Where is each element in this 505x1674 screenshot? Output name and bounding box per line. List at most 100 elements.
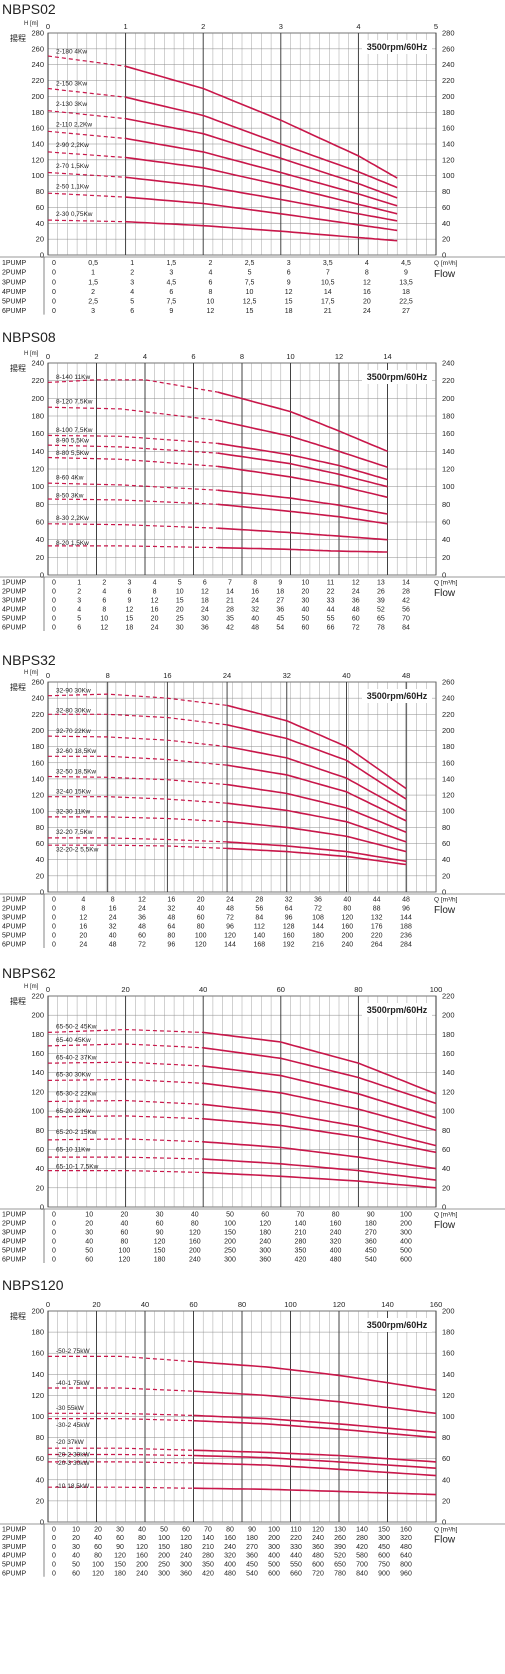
pump-cell: 540 bbox=[246, 1570, 258, 1577]
curve-solid-3 bbox=[217, 452, 388, 488]
pump-cell: 60 bbox=[94, 1544, 102, 1551]
pump-cell: 4 bbox=[77, 607, 81, 614]
pump-cell: 400 bbox=[268, 1553, 280, 1560]
pump-cell: 550 bbox=[290, 1562, 302, 1569]
pump-cell: 350 bbox=[202, 1562, 214, 1569]
pump-cell: 144 bbox=[224, 942, 236, 949]
y-tick-label-right: 140 bbox=[442, 140, 455, 149]
pump-row-label: 2PUMP bbox=[2, 906, 26, 913]
pump-cell: 132 bbox=[371, 915, 383, 922]
y-tick-label-left: 240 bbox=[31, 60, 44, 69]
speed-label: 3500rpm/60Hz bbox=[362, 40, 432, 54]
speed-label-text: 3500rpm/60Hz bbox=[367, 1320, 428, 1330]
y-tick-label-right: 240 bbox=[442, 694, 455, 703]
curve-solid-7 bbox=[125, 220, 398, 242]
curve-solid-8 bbox=[203, 1171, 437, 1189]
pump-cell: 250 bbox=[158, 1562, 170, 1569]
pump-row-label: 3PUMP bbox=[2, 915, 26, 922]
pump-cell: 80 bbox=[167, 933, 175, 940]
series-label: 8-20 1,5Kw bbox=[56, 540, 89, 547]
pump-cell: 24 bbox=[151, 625, 159, 632]
series-label: -20-3 30kW bbox=[56, 1460, 90, 1467]
pump-cell: 236 bbox=[400, 933, 412, 940]
pump-cell: 200 bbox=[189, 1248, 201, 1255]
y-tick-label-right: 200 bbox=[442, 1307, 455, 1316]
pump-cell: 6 bbox=[287, 270, 291, 277]
curve-dashed-4 bbox=[47, 1099, 204, 1105]
curve-solid-1 bbox=[226, 724, 407, 800]
pump-cell: 80 bbox=[94, 1553, 102, 1560]
y-tick-label-left: 0 bbox=[40, 888, 44, 897]
pump-cell: 100 bbox=[195, 933, 207, 940]
speed-label-text: 3500rpm/60Hz bbox=[367, 372, 428, 382]
pump-cell: 1 bbox=[91, 270, 95, 277]
pump-cell: 7 bbox=[326, 270, 330, 277]
pump-cell: 50 bbox=[72, 1562, 80, 1569]
pump-cell: 260 bbox=[334, 1535, 346, 1542]
x-top-tick-label: 48 bbox=[402, 671, 410, 680]
pump-cell: 30 bbox=[302, 598, 310, 605]
pump-cell: 40 bbox=[191, 1212, 199, 1219]
x-top-tick-label: 0 bbox=[46, 352, 50, 361]
pump-cell: 14 bbox=[324, 289, 332, 296]
pump-cell: 480 bbox=[224, 1570, 236, 1577]
x-top-tick-label: 8 bbox=[106, 671, 110, 680]
y-tick-label-right: 200 bbox=[442, 394, 455, 403]
series-label: 8-140 11Kw bbox=[56, 374, 91, 381]
y-tick-label-right: 20 bbox=[442, 1183, 450, 1192]
speed-label: 3500rpm/60Hz bbox=[362, 1003, 432, 1017]
pump-cell: 80 bbox=[197, 924, 205, 931]
curve-dashed-1 bbox=[47, 87, 126, 98]
curve-solid-2 bbox=[226, 745, 407, 812]
pump-cell: 100 bbox=[400, 1212, 412, 1219]
pump-row-label: 5PUMP bbox=[2, 299, 26, 306]
pump-cell: 6 bbox=[77, 625, 81, 632]
pump-cell: 320 bbox=[400, 1535, 412, 1542]
pump-cell: 36 bbox=[201, 625, 209, 632]
y-tick-label-right: 120 bbox=[442, 465, 455, 474]
series-label: -10 18,5kW bbox=[56, 1483, 90, 1490]
pump-cell: 16 bbox=[79, 924, 87, 931]
pump-cell: 5 bbox=[130, 299, 134, 306]
y-tick-label-left: 200 bbox=[31, 1307, 44, 1316]
curve-dashed-2 bbox=[47, 434, 218, 444]
pump-cell: 1 bbox=[77, 580, 81, 587]
curve-dashed-5 bbox=[48, 1115, 204, 1120]
pump-cell: 12 bbox=[151, 598, 159, 605]
y-tick-label-left: 20 bbox=[36, 1183, 44, 1192]
pump-cell: 580 bbox=[356, 1553, 368, 1560]
pump-cell: 50 bbox=[160, 1526, 168, 1533]
y-tick-label-left: 40 bbox=[36, 855, 44, 864]
pump-cell: 2,5 bbox=[88, 299, 98, 306]
pump-cell: 300 bbox=[259, 1248, 271, 1255]
pump-row-label: 2PUMP bbox=[2, 589, 26, 596]
pump-cell: 150 bbox=[158, 1544, 170, 1551]
series-label: 2-70 1,5Kw bbox=[56, 163, 89, 170]
pump-cell: 420 bbox=[202, 1570, 214, 1577]
x-top-tick-label: 32 bbox=[283, 671, 291, 680]
flow-unit-label: Q [m³/h] bbox=[434, 580, 458, 587]
y-tick-label-left: 120 bbox=[31, 1391, 44, 1400]
pump-cell: 320 bbox=[330, 1239, 342, 1246]
pump-cell: 240 bbox=[180, 1553, 192, 1560]
series-label: 65-20-2 15Kw bbox=[56, 1129, 97, 1136]
pump-cell: 120 bbox=[195, 942, 207, 949]
pump-cell: 2 bbox=[91, 289, 95, 296]
y-tick-label-left: 280 bbox=[31, 29, 44, 38]
pump-cell: 360 bbox=[246, 1553, 258, 1560]
pump-cell: 390 bbox=[334, 1544, 346, 1551]
flow-unit-label: Q [m³/h] bbox=[434, 1212, 458, 1219]
pump-cell: 48 bbox=[167, 915, 175, 922]
pump-cell: 840 bbox=[356, 1570, 368, 1577]
pump-cell: 180 bbox=[180, 1544, 192, 1551]
curve-dashed-0 bbox=[48, 1355, 194, 1363]
pump-cell: 72 bbox=[226, 915, 234, 922]
pump-cell: 0 bbox=[52, 1570, 56, 1577]
x-top-tick-label: 2 bbox=[94, 352, 98, 361]
curve-solid-3 bbox=[125, 137, 398, 207]
pump-cell: 6 bbox=[127, 589, 131, 596]
y-tick-label-left: 140 bbox=[31, 774, 44, 783]
y-tick-label-right: 20 bbox=[442, 553, 450, 562]
pump-cell: 14 bbox=[226, 589, 234, 596]
pump-cell: 20 bbox=[197, 897, 205, 904]
